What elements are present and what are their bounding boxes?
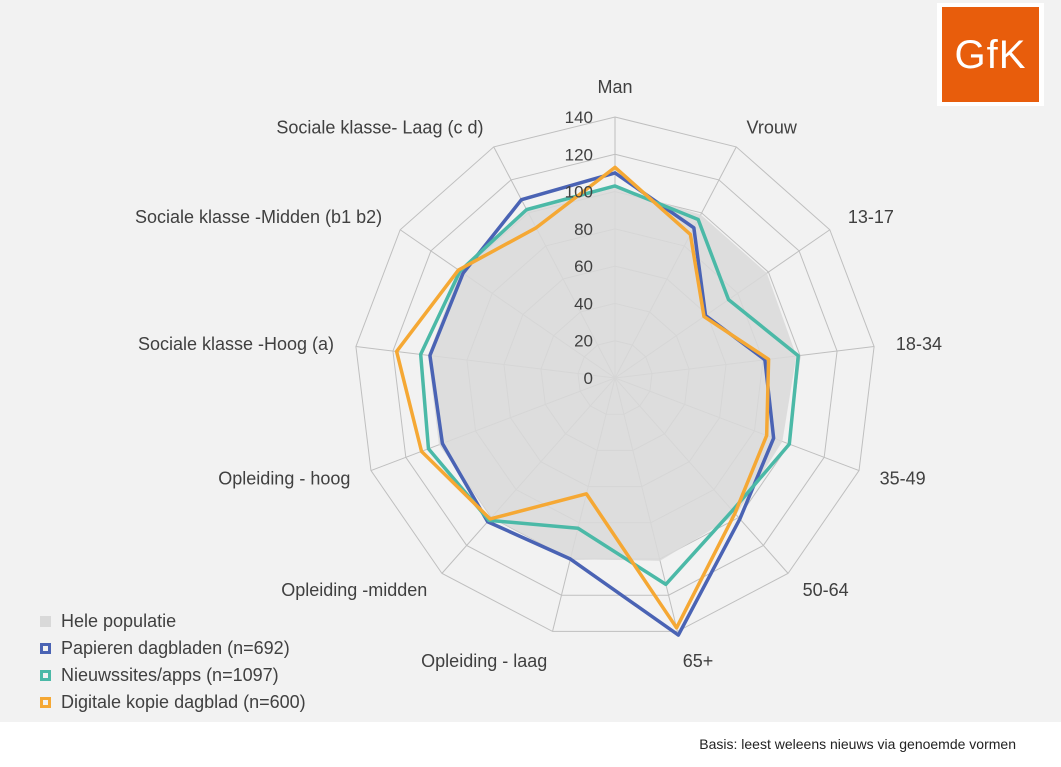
axis-label-0: Man xyxy=(597,77,632,97)
axis-label-12: Sociale klasse- Laag (c d) xyxy=(276,117,483,137)
grid-ring-140 xyxy=(355,116,875,632)
legend-swatch xyxy=(40,697,51,708)
legend-label: Digitale kopie dagblad (n=600) xyxy=(61,692,306,712)
legend-swatch xyxy=(40,643,51,654)
axis-label-2: 13-17 xyxy=(848,207,894,227)
axis-label-8: Opleiding -midden xyxy=(281,580,427,600)
legend-item: Digitale kopie dagblad (n=600) xyxy=(40,689,306,716)
axis-label-4: 35-49 xyxy=(880,468,926,488)
axis-label-9: Opleiding - hoog xyxy=(218,468,350,488)
chart-area: 0 20 40 60 80 100 120 140 Man Vrouw 13-17 18-34 35-… xyxy=(0,0,1061,722)
tick-labels: 0 20 40 60 80 100 120 140 xyxy=(565,108,593,388)
axis-label-7: Opleiding - laag xyxy=(421,651,547,671)
axis-label-1: Vrouw xyxy=(747,117,798,137)
series-line-2 xyxy=(418,184,800,587)
legend-item: Hele populatie xyxy=(40,608,306,635)
tick-label-120: 120 xyxy=(565,145,593,164)
legend-swatch xyxy=(40,670,51,681)
tick-label-100: 100 xyxy=(565,183,593,202)
legend-item: Papieren dagbladen (n=692) xyxy=(40,635,306,662)
legend-label: Papieren dagbladen (n=692) xyxy=(61,638,290,658)
tick-label-80: 80 xyxy=(574,220,593,239)
tick-label-20: 20 xyxy=(574,332,593,351)
gfk-logo-text: GfK xyxy=(954,33,1027,77)
legend: Hele populatie Papieren dagbladen (n=692)… xyxy=(40,608,306,716)
series-line-3 xyxy=(394,165,771,630)
axis-label-5: 50-64 xyxy=(803,580,849,600)
tick-label-140: 140 xyxy=(565,108,593,127)
tick-label-0: 0 xyxy=(584,369,593,388)
legend-label: Hele populatie xyxy=(61,611,177,631)
tick-label-40: 40 xyxy=(574,294,593,313)
footnote: Basis: leest weleens nieuws via genoemde… xyxy=(699,736,1016,752)
axis-label-6: 65+ xyxy=(683,651,714,671)
legend-label: Nieuwssites/apps (n=1097) xyxy=(61,665,279,685)
axis-label-11: Sociale klasse -Midden (b1 b2) xyxy=(135,207,382,227)
series-layer xyxy=(394,165,800,637)
axis-labels: Man Vrouw 13-17 18-34 35-49 50-64 65+ Opleiding… xyxy=(135,77,942,671)
grid-ring-120 xyxy=(392,153,838,596)
legend-swatch xyxy=(40,616,51,627)
gfk-logo: GfK xyxy=(937,3,1044,106)
radar-chart: 0 20 40 60 80 100 120 140 Man Vrouw 13-17 18-34 35-… xyxy=(135,77,942,671)
tick-label-60: 60 xyxy=(574,257,593,276)
axis-label-10: Sociale klasse -Hoog (a) xyxy=(138,334,334,354)
legend-item: Nieuwssites/apps (n=1097) xyxy=(40,662,306,689)
axis-label-3: 18-34 xyxy=(896,334,942,354)
series-area-0 xyxy=(428,187,797,561)
gfk-logo-box: GfK xyxy=(942,7,1039,102)
